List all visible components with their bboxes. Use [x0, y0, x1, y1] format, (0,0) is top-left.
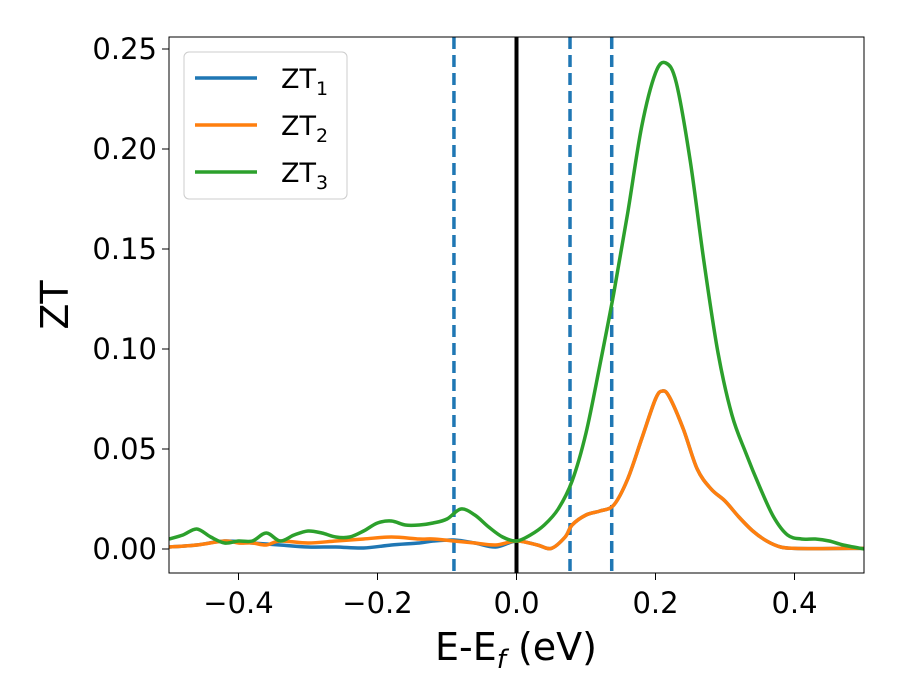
- series-line-zt3: [169, 60, 864, 551]
- y-axis-label: ZT: [33, 280, 77, 330]
- legend-box: [183, 51, 348, 200]
- y-axis-ticks: 0.00 0.05 0.10 0.15 0.20 0.25: [92, 32, 169, 566]
- x-tick-label: 0.4: [771, 586, 817, 620]
- series-line-zt2: [169, 389, 864, 551]
- x-axis-label-unit: (eV): [506, 625, 597, 669]
- y-tick-label: 0.10: [92, 332, 157, 366]
- y-tick-label: 0.20: [92, 132, 157, 166]
- x-axis-label: E-Ef (eV): [435, 625, 597, 675]
- x-axis-label-main: E-E: [435, 625, 497, 669]
- series-lines: [169, 60, 864, 551]
- legend-label-zt2: ZT2: [281, 111, 328, 147]
- x-tick-label: −0.4: [203, 586, 273, 620]
- y-tick-label: 0.05: [92, 432, 157, 466]
- y-tick-label: 0.15: [92, 232, 157, 266]
- legend-label-zt3: ZT3: [281, 158, 328, 194]
- x-tick-label: −0.2: [342, 586, 412, 620]
- y-tick-label: 0.25: [92, 32, 157, 66]
- legend-label-zt1: ZT1: [281, 64, 328, 100]
- y-tick-label: 0.00: [92, 532, 157, 566]
- legend: ZT1 ZT2 ZT3: [183, 51, 348, 200]
- reference-lines: [452, 37, 614, 573]
- x-tick-label: 0.2: [632, 586, 678, 620]
- x-tick-label: 0.0: [493, 586, 539, 620]
- x-axis-ticks: −0.4 −0.2 0.0 0.2 0.4: [203, 573, 818, 620]
